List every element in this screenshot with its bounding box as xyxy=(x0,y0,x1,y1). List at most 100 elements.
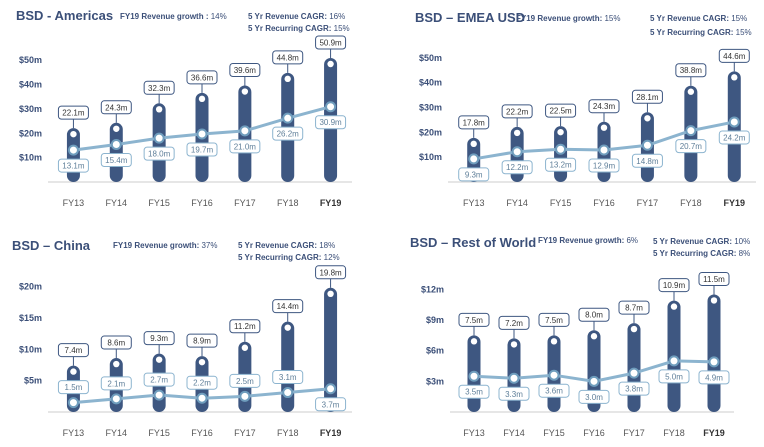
bar-top-dot xyxy=(550,338,558,345)
line-value-label: 19.7m xyxy=(191,146,214,155)
chart-americas: $10m $20m $30m $40m $50m 22.1m 24.3m 32.3m 36.6m… xyxy=(19,35,352,208)
growth-stat: FY19 Revenue growth: 6% xyxy=(538,236,639,245)
bar-value-label: 17.8m xyxy=(463,118,486,127)
line-label-box xyxy=(578,389,610,404)
bar-top-dot xyxy=(284,75,291,83)
line-label-box xyxy=(538,383,570,398)
y-tick-label: $20m xyxy=(19,128,42,138)
bar-value-label: 22.1m xyxy=(62,109,85,118)
chart-title: BSD – EMEA USD xyxy=(415,10,526,25)
bar-top-dot xyxy=(113,125,120,132)
bar-top-dot xyxy=(470,140,477,148)
line-point xyxy=(67,144,79,156)
y-tick-label: $15m xyxy=(19,313,42,323)
line-point xyxy=(67,397,79,409)
line-point xyxy=(325,383,337,395)
bar-top-dot xyxy=(710,297,718,304)
bar-top-dot xyxy=(284,324,291,331)
bar-value-label: 24.3m xyxy=(593,102,616,111)
line-point xyxy=(110,393,122,405)
bar-top-dot xyxy=(241,344,249,351)
line-label-box xyxy=(57,380,89,395)
panel-rest-of-world: BSD – Rest of World FY19 Revenue growth:… xyxy=(382,224,764,447)
x-tick-label: FY18 xyxy=(663,428,685,438)
line-value-label: 20.7m xyxy=(680,142,703,151)
bar-value-label: 32.3m xyxy=(148,84,171,93)
bar-value-label: 11.5m xyxy=(703,275,725,284)
bar-value-label: 8.6m xyxy=(107,339,125,348)
cagr-stat: 5 Yr Revenue CAGR: 18% xyxy=(238,241,336,250)
bar xyxy=(281,321,295,412)
y-tick-label: $30m xyxy=(419,103,442,113)
x-tick-label: FY16 xyxy=(191,198,213,208)
bar-value-label: 28.1m xyxy=(636,93,659,102)
line-value-label: 13.2m xyxy=(549,161,572,170)
bar-top-dot xyxy=(731,74,738,81)
line-label-box xyxy=(272,126,304,141)
x-tick-label: FY16 xyxy=(583,428,605,438)
line-label-box xyxy=(315,397,347,412)
y-tick-label: $6m xyxy=(426,346,444,356)
x-tick-label: FY17 xyxy=(623,428,645,438)
line-value-label: 24.2m xyxy=(723,133,746,142)
bar-top-dot xyxy=(470,338,478,345)
x-tick-label: FY19 xyxy=(703,428,725,438)
y-tick-label: $50m xyxy=(19,55,42,65)
bar-value-label: 8.9m xyxy=(193,337,211,346)
line-label-box xyxy=(229,373,261,388)
x-tick-label: FY18 xyxy=(277,428,299,438)
line-point xyxy=(708,356,720,368)
bar-top-dot xyxy=(155,106,163,113)
growth-stat: FY19 Revenue growth : 14% xyxy=(120,12,227,21)
panel-china: BSD – China FY19 Revenue growth: 37% 5 Y… xyxy=(0,224,382,447)
y-tick-label: $20m xyxy=(19,282,42,292)
bar-top-dot xyxy=(557,128,564,136)
bar-top-dot xyxy=(687,88,695,95)
y-tick-label: $10m xyxy=(419,152,442,162)
y-tick-label: $9m xyxy=(426,315,444,325)
line-label-box xyxy=(698,370,730,385)
line-label-box xyxy=(315,115,347,130)
bar xyxy=(324,287,338,412)
line-value-label: 3.7m xyxy=(322,400,340,409)
chart-emea: $10m $20m $30m $40m $50m 17.8m 22.2m 22.5m 24.3m… xyxy=(419,48,756,208)
x-tick-label: FY14 xyxy=(106,428,128,438)
line-value-label: 2.2m xyxy=(193,379,211,388)
chart-title: BSD – Rest of World xyxy=(410,235,537,250)
cagr-stat: 5 Yr Revenue CAGR: 15% xyxy=(650,14,748,23)
y-tick-label: $10m xyxy=(19,153,42,163)
bar-top-dot xyxy=(241,88,249,95)
line-value-label: 2.1m xyxy=(107,379,125,388)
chart-rest-of-world: $3m $6m $9m $12m 7.5m 7.2m 7.5m 8.0m 8.7m 10.9m 11… xyxy=(421,271,734,438)
line-point xyxy=(196,128,208,140)
line-point xyxy=(641,139,653,151)
line-label-box xyxy=(458,384,490,399)
line-point xyxy=(153,389,165,401)
y-tick-label: $40m xyxy=(19,80,42,90)
y-tick-label: $5m xyxy=(24,376,42,386)
line-label-box xyxy=(100,152,132,167)
line-value-label: 12.9m xyxy=(593,161,616,170)
bar-value-label: 36.6m xyxy=(191,73,214,82)
bar-top-dot xyxy=(198,95,206,103)
bar-label-box xyxy=(458,115,490,130)
line-label-box xyxy=(631,153,663,168)
bar-value-label: 44.6m xyxy=(723,52,746,61)
line-label-box xyxy=(143,146,175,161)
line-label-box xyxy=(272,370,304,385)
recurring-cagr-stat: 5 Yr Recurring CAGR: 12% xyxy=(238,253,340,262)
bar-value-label: 8.7m xyxy=(625,304,643,313)
line-label-box xyxy=(186,142,218,157)
x-tick-label: FY14 xyxy=(503,428,525,438)
line-value-label: 12.2m xyxy=(506,163,529,172)
line-point xyxy=(685,125,697,137)
line-label-box xyxy=(618,381,650,396)
x-tick-label: FY17 xyxy=(234,198,256,208)
line-point xyxy=(239,125,251,137)
line-point xyxy=(110,138,122,150)
y-tick-label: $12m xyxy=(421,284,444,294)
bar-value-label: 50.9m xyxy=(319,38,342,47)
recurring-cagr-stat: 5 Yr Recurring CAGR: 15% xyxy=(650,28,752,37)
line-point xyxy=(325,101,337,113)
bar-top-dot xyxy=(327,290,334,297)
